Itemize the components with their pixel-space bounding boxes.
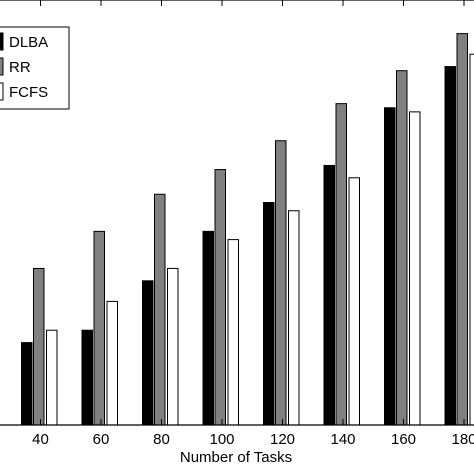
bar-dlba (81, 329, 93, 426)
plot-frame (0, 0, 474, 426)
ticks-layer (40, 0, 465, 425)
bar-rr (335, 103, 347, 426)
bar-rr (214, 169, 226, 426)
bar-fcfs (409, 111, 421, 426)
x-tick-labels: 20406080100120140160180 (32, 431, 474, 448)
x-tick-label: 180 (451, 431, 474, 448)
bar-rr (456, 33, 468, 426)
bar-rr (275, 140, 287, 426)
bar-fcfs (46, 329, 58, 426)
bar-rr (154, 193, 166, 426)
bar-rr (396, 70, 408, 426)
bar-dlba (444, 66, 456, 426)
legend-swatch-fcfs (0, 82, 4, 101)
x-tick-label: 80 (153, 431, 170, 448)
bar-dlba (323, 164, 335, 426)
bar-dlba (21, 342, 33, 426)
x-tick-label: 120 (270, 431, 295, 448)
bar-fcfs (167, 267, 179, 426)
bar-fcfs (227, 239, 239, 426)
bar-fcfs (348, 177, 360, 426)
bar-fcfs (106, 300, 118, 426)
x-tick-label: 100 (209, 431, 234, 448)
legend: DLBA RR FCFS (0, 26, 70, 110)
x-tick-label: 140 (330, 431, 355, 448)
x-axis-label: Number of Tasks (180, 449, 292, 466)
x-tick-label: 60 (93, 431, 110, 448)
bar-fcfs (469, 53, 474, 426)
legend-swatch-dlba (0, 32, 4, 51)
legend-box (0, 26, 70, 110)
bar-dlba (142, 280, 154, 426)
bar-fcfs (288, 210, 300, 426)
legend-swatch-rr (0, 57, 4, 76)
legend-label-fcfs: FCFS (9, 84, 48, 101)
bar-rr (33, 267, 45, 426)
legend-label-dlba: DLBA (9, 34, 48, 51)
bar-dlba (384, 107, 396, 426)
x-tick-label: 160 (391, 431, 416, 448)
bar-rr (93, 230, 105, 426)
bar-dlba (202, 230, 214, 426)
bar-dlba (263, 202, 275, 426)
x-tick-label: 40 (32, 431, 49, 448)
legend-label-rr: RR (9, 59, 31, 76)
